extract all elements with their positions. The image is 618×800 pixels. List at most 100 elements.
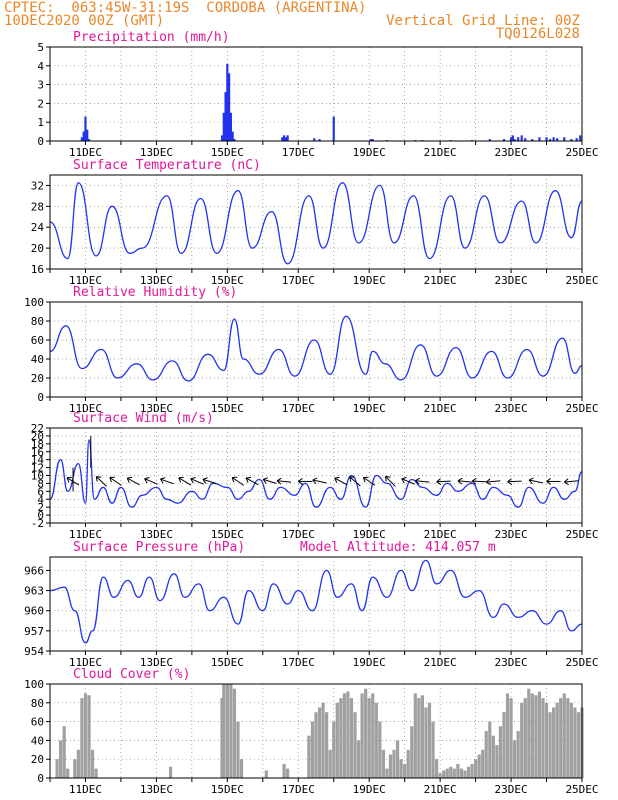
y-tick-label: 22 [31,422,44,435]
cloud-bar [222,684,226,778]
cloud-bar [488,721,492,778]
x-tick-label: 13DEC [140,528,173,541]
cloud-bar [452,768,456,778]
wind-arrow-head [144,478,148,484]
cloud-bar [229,684,233,778]
cloud-bar [434,759,439,778]
wind-arrow-head [178,477,182,483]
y-tick-label: 954 [24,645,44,658]
precip-bar [228,73,231,141]
x-tick-label: 15DEC [211,402,244,415]
y-tick-label: 2 [37,501,44,514]
cloud-bar [474,759,478,778]
wind-arrow [486,480,501,483]
cloud-bar [502,712,506,778]
cloud-bar [381,749,385,778]
cloud-bar [477,754,481,778]
precip-bar [538,137,541,141]
y-tick-label: 40 [31,353,44,366]
wind-arrow-head [298,478,303,482]
y-tick-label: 0 [37,509,44,522]
cloud-bar [371,693,375,778]
cloud-bar [367,698,371,778]
cloud-bar [378,721,382,778]
series-line [49,315,583,382]
wind-arrow-head [160,477,166,480]
wind-arrow [160,478,174,485]
panel-6: Cloud Cover (%) 0 20 40 60 80 100 11DEC 13DEC 15D… [24,667,598,796]
cloud-bar [438,773,442,778]
cloud-bar [537,691,542,778]
cloud-bar [80,698,84,778]
cloud-bar [59,740,63,778]
y-tick-label: 16 [31,446,44,459]
cloud-bar [388,754,393,778]
precip-bar [552,137,555,141]
cloud-bar [459,768,464,778]
wind-arrow [349,476,361,487]
x-tick-label: 19DEC [353,528,386,541]
cloud-bar [442,770,446,778]
cloud-bar [317,707,322,778]
panel-5: Surface Pressure (hPa) Model Altitude: 41… [24,540,598,669]
panel-2: Surface Temperature (nC) 16 20 24 28 32 11DEC 1… [31,158,599,287]
panel-title: Cloud Cover (%) [73,667,190,682]
precip-bar [545,137,548,141]
x-tick-label: 15DEC [211,274,244,287]
x-tick-label: 15DEC [211,528,244,541]
wind-arrow-head [415,477,420,482]
x-tick-label: 15DEC [211,146,244,159]
model-altitude-label: Model Altitude: 414.057 m [300,540,496,555]
x-tick-label: 17DEC [282,274,315,287]
precip-bar [220,135,224,141]
x-tick-label: 25DEC [565,402,598,415]
header-station: CPTEC: 063:45W-31:19S CORDOBA (ARGENTINA… [4,0,367,16]
y-tick-label: 18 [31,438,44,451]
wind-arrow-head [231,477,235,483]
precip-bar [513,139,516,141]
wind-arrow-head [471,477,477,482]
x-tick-label: 19DEC [353,783,386,796]
y-tick-label: 40 [31,734,44,747]
wind-arrow-head [144,477,150,480]
y-tick-label: 20 [31,753,44,766]
cloud-bar [420,695,424,778]
y-tick-label: 32 [31,179,44,192]
wind-arrow-head [564,478,569,483]
wind-arrow [363,477,376,486]
x-tick-label: 21DEC [424,528,457,541]
x-tick-label: 21DEC [424,146,457,159]
x-tick-label: 23DEC [495,274,528,287]
precip-bar [548,139,552,141]
precip-bar [286,135,289,141]
x-tick-label: 21DEC [424,402,457,415]
wind-arrow-head [95,476,98,482]
cloud-bar [481,749,485,778]
cloud-bar [417,698,421,778]
x-tick-label: 23DEC [495,146,528,159]
x-tick-label: 15DEC [211,656,244,669]
cloud-bar [491,735,495,778]
x-tick-label: 11DEC [69,274,102,287]
x-tick-label: 17DEC [282,146,315,159]
x-tick-label: 13DEC [140,402,173,415]
x-tick-label: 19DEC [353,274,386,287]
y-tick-label: 14 [31,454,45,467]
cloud-bar [527,688,531,778]
wind-arrow-head [109,477,112,483]
wind-arrow [95,476,107,487]
cloud-bar [314,712,318,778]
wind-arrow-head [362,477,366,483]
precip-bar [282,135,286,141]
y-tick-label: 4 [37,60,44,73]
wind-arrow-head [564,481,569,486]
y-tick-label: 966 [24,564,44,577]
precip-bar [80,137,84,141]
precip-bar [502,139,506,141]
wind-arrow-head [312,477,318,481]
x-tick-label: 17DEC [282,402,315,415]
x-tick-label: 25DEC [565,528,598,541]
cloud-bar [555,702,559,778]
wind-arrow [472,480,487,483]
precip-bar [520,135,523,141]
